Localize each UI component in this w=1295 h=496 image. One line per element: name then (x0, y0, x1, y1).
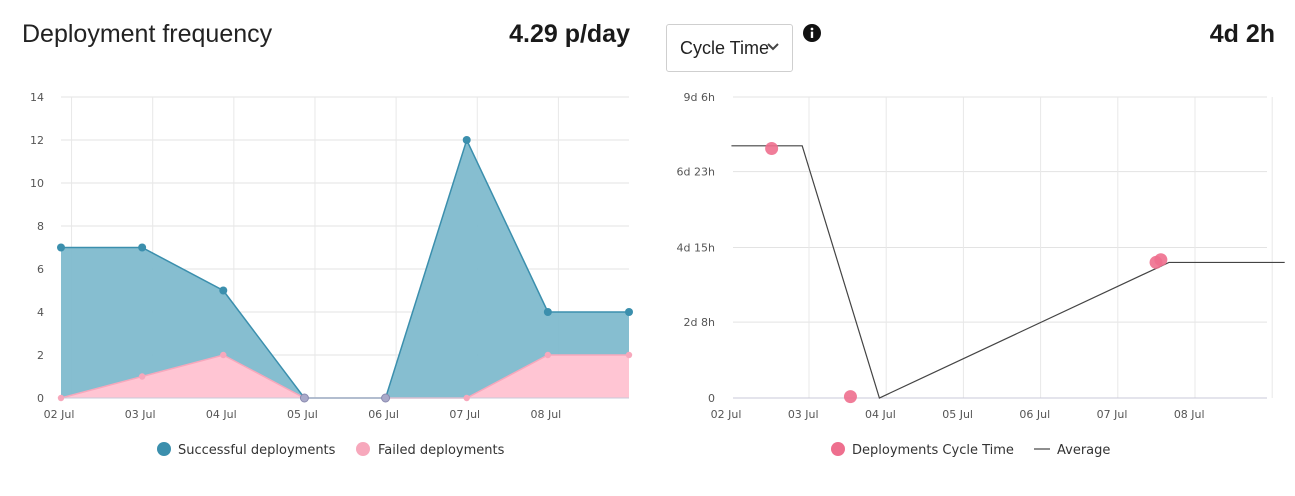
metric-select-label: Cycle Time (680, 37, 770, 58)
chevron-down-icon (767, 43, 779, 51)
y-tick-label: 6 (37, 263, 44, 276)
failed-point (625, 351, 633, 359)
x-tick-label: 08 Jul (1174, 408, 1205, 421)
deployment-frequency-chart: 0 2 4 6 8 10 12 14 02 Jul 03 Jul 04 Jul 05 Jul 06 Ju… (30, 91, 633, 458)
y-tick-label: 9d 6h (684, 91, 715, 104)
failed-point (220, 351, 227, 359)
cycle-time-point (1154, 253, 1168, 267)
x-tick-label: 02 Jul (711, 408, 742, 421)
legend-failed-marker (356, 442, 370, 456)
cycle-time-panel: Cycle Time 4d 2h 0 2d 8h 4d 15h 6d 23h 9d 6h… (650, 0, 1295, 496)
x-tick-label: 05 Jul (942, 408, 973, 421)
legend-successful-label: Successful deployments (178, 443, 336, 458)
x-tick-label: 06 Jul (1019, 408, 1050, 421)
successful-point (381, 393, 391, 403)
deployment-frequency-title: Deployment frequency (22, 20, 273, 48)
metric-select[interactable]: Cycle Time (666, 24, 793, 72)
x-tick-label: 05 Jul (287, 408, 318, 421)
successful-area (61, 140, 629, 398)
x-tick-label: 04 Jul (206, 408, 237, 421)
y-tick-label: 12 (30, 134, 44, 147)
legend-successful-marker (157, 442, 171, 456)
cycle-time-chart: 0 2d 8h 4d 15h 6d 23h 9d 6h 02 Jul 03 Jul 04 Ju… (677, 91, 1285, 458)
successful-point (219, 286, 228, 295)
x-tick-label: 06 Jul (368, 408, 399, 421)
successful-point (57, 243, 65, 252)
y-tick-label: 14 (30, 91, 44, 104)
legend-failed-label: Failed deployments (378, 443, 505, 458)
x-tick-label: 07 Jul (1097, 408, 1128, 421)
deployment-frequency-value: 4.29 p/day (509, 20, 630, 48)
failed-point (463, 394, 470, 402)
successful-point (138, 243, 147, 252)
y-tick-label: 0 (37, 392, 44, 405)
info-icon[interactable] (803, 24, 821, 42)
successful-point (299, 393, 309, 403)
y-tick-label: 6d 23h (677, 166, 715, 179)
y-tick-label: 4d 15h (677, 242, 715, 255)
legend-cycle-marker (831, 442, 845, 456)
deployment-frequency-panel: Deployment frequency 4.29 p/day 0 2 4 6 8 10 1… (22, 20, 633, 458)
failed-point (138, 373, 146, 380)
x-tick-label: 03 Jul (125, 408, 156, 421)
cycle-time-point (765, 142, 779, 156)
legend-average-label: Average (1057, 443, 1110, 458)
y-tick-label: 0 (708, 392, 715, 405)
successful-point (543, 308, 552, 316)
x-tick-label: 02 Jul (44, 408, 75, 421)
cycle-time-point (843, 390, 857, 404)
y-tick-label: 2d 8h (684, 316, 715, 329)
average-line (731, 145, 1285, 399)
x-tick-label: 07 Jul (449, 408, 480, 421)
successful-point (625, 308, 633, 316)
y-tick-label: 8 (37, 220, 44, 233)
y-tick-label: 4 (37, 306, 44, 319)
legend-cycle-label: Deployments Cycle Time (852, 443, 1014, 458)
y-tick-label: 10 (30, 177, 44, 190)
y-tick-label: 2 (37, 349, 44, 362)
failed-point (57, 394, 65, 402)
successful-point (462, 136, 471, 144)
x-tick-label: 03 Jul (788, 408, 819, 421)
x-tick-label: 04 Jul (865, 408, 896, 421)
cycle-time-value: 4d 2h (1209, 20, 1275, 48)
x-tick-label: 08 Jul (530, 408, 561, 421)
failed-point (544, 351, 552, 359)
